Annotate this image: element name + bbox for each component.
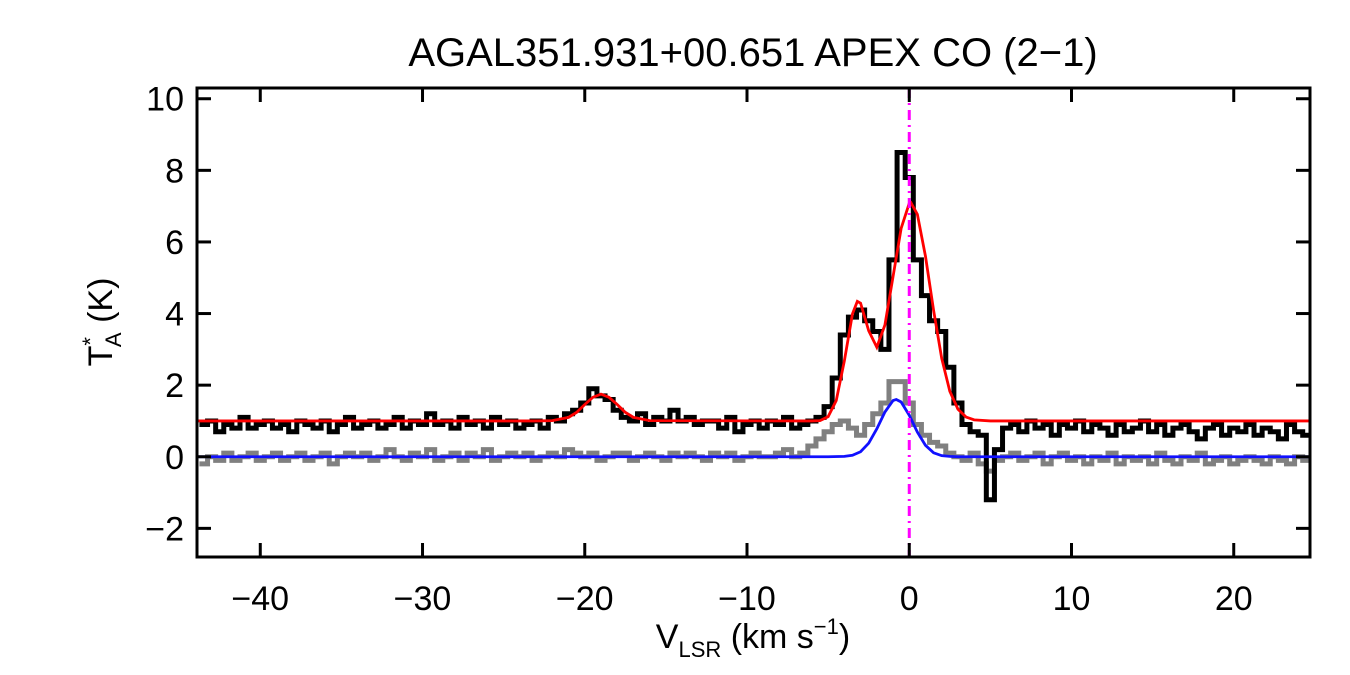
x-axis-label: VLSR (km s−1) <box>656 614 850 662</box>
label-part: −1 <box>814 614 839 639</box>
fit-line <box>197 397 1310 459</box>
plot-area <box>197 88 1310 557</box>
x-tick-label: 0 <box>900 580 919 618</box>
label-part: (K) <box>82 278 120 333</box>
y-tick-label: 2 <box>165 367 184 405</box>
x-tick-label: −40 <box>231 580 289 618</box>
x-tick-label: −10 <box>718 580 776 618</box>
x-tick-label: −20 <box>556 580 614 618</box>
y-tick-label: 6 <box>165 224 184 262</box>
label-part: (km s <box>721 618 814 656</box>
label-part: T <box>82 346 120 367</box>
spectrum-line <box>199 149 1310 503</box>
y-tick-label: 0 <box>165 439 184 477</box>
y-tick-label: 8 <box>165 152 184 190</box>
x-tick-label: 10 <box>1053 580 1091 618</box>
label-part: ) <box>839 618 850 656</box>
chart-title: AGAL351.931+00.651 APEX CO (2−1) <box>408 31 1097 75</box>
label-part: A <box>101 332 126 347</box>
label-part: * <box>78 337 103 346</box>
y-tick-label: −2 <box>145 510 184 548</box>
label-part: V <box>656 618 679 656</box>
x-tick-label: 20 <box>1215 580 1253 618</box>
plot-frame <box>195 86 1312 559</box>
y-tick-label: 10 <box>146 81 184 119</box>
y-tick-label: 4 <box>165 296 184 334</box>
y-axis-label: T*A (K) <box>78 278 126 367</box>
x-tick-label: −30 <box>394 580 452 618</box>
fit-line <box>197 200 1310 423</box>
label-part: LSR <box>678 637 721 662</box>
